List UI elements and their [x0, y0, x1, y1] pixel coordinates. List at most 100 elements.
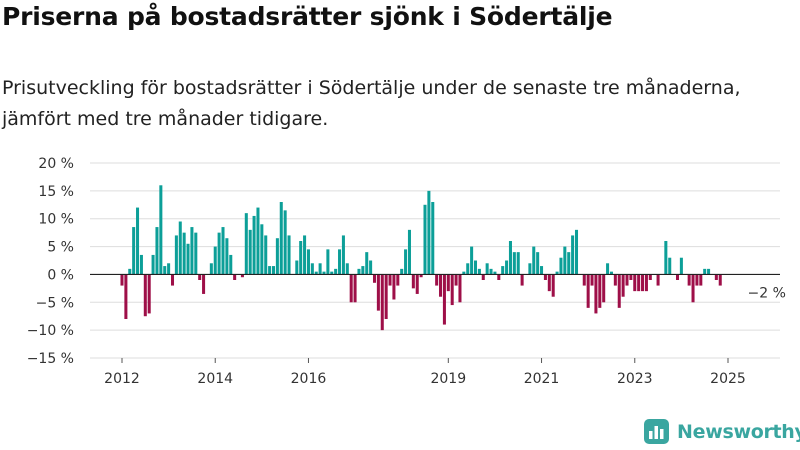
- bar: [132, 227, 136, 275]
- bar: [594, 274, 598, 314]
- bar: [656, 274, 660, 286]
- y-tick-label: −5 %: [36, 295, 74, 311]
- bar: [497, 274, 501, 280]
- bar: [547, 274, 551, 292]
- bar: [613, 274, 617, 286]
- bar: [427, 190, 431, 275]
- bar: [458, 274, 462, 303]
- bar: [559, 257, 563, 275]
- bar: [380, 274, 384, 331]
- x-tick-label: 2023: [617, 371, 653, 387]
- bar: [540, 266, 544, 275]
- bar: [341, 235, 345, 275]
- latest-value-annotation: −2 %: [748, 286, 786, 302]
- bar: [151, 254, 155, 275]
- bar: [415, 274, 419, 294]
- bar: [392, 274, 396, 300]
- bar: [617, 274, 621, 308]
- bar: [411, 274, 415, 289]
- bar: [423, 204, 427, 275]
- bar: [520, 274, 524, 286]
- bar: [326, 249, 330, 275]
- bar: [606, 263, 610, 275]
- bar: [551, 274, 555, 297]
- annotations: −2 %: [748, 286, 786, 302]
- bar: [384, 274, 388, 319]
- bar: [695, 274, 699, 286]
- bar: [213, 246, 217, 275]
- bar: [369, 260, 373, 275]
- bar: [602, 274, 606, 303]
- bar: [322, 271, 326, 275]
- bar: [532, 246, 536, 275]
- bar: [454, 274, 458, 286]
- bar: [306, 249, 310, 275]
- chart-subtitle: Prisutveckling för bostadsrätter i Söder…: [2, 77, 741, 130]
- x-tick-label: 2021: [524, 371, 560, 387]
- bar: [198, 274, 202, 280]
- bar: [299, 241, 303, 275]
- bar: [439, 274, 443, 297]
- newsworthy-brand: Newsworthy: [644, 419, 800, 444]
- bar: [543, 274, 547, 280]
- bar: [466, 263, 470, 275]
- bar: [501, 266, 505, 275]
- bar: [707, 268, 711, 275]
- bar: [621, 274, 625, 297]
- bar: [202, 274, 206, 294]
- bar: [260, 224, 264, 275]
- x-tick-label: 2019: [430, 371, 466, 387]
- bar: [691, 274, 695, 303]
- bar: [567, 252, 571, 275]
- y-tick-label: 20 %: [38, 156, 74, 172]
- bar: [571, 235, 575, 275]
- bar: [155, 227, 159, 275]
- bar: [287, 235, 291, 275]
- bar: [252, 215, 256, 275]
- bar: [699, 274, 703, 286]
- bar: [147, 274, 151, 314]
- bar: [194, 232, 198, 275]
- bar: [586, 274, 590, 308]
- bar: [388, 274, 392, 286]
- bar: [407, 229, 411, 275]
- bar: [644, 274, 648, 292]
- bar: [248, 229, 252, 275]
- bar: [349, 274, 353, 303]
- y-tick-label: 0 %: [47, 267, 74, 283]
- bar: [376, 274, 380, 311]
- bar: [563, 246, 567, 275]
- x-axis-labels: 2012 2014 2016 2019 2021 2023 2025: [104, 358, 746, 387]
- bar: [275, 238, 279, 275]
- bar: [446, 274, 450, 292]
- bar: [633, 274, 637, 292]
- bar: [396, 274, 400, 286]
- bar: [225, 238, 229, 275]
- bar: [590, 274, 594, 286]
- bar: [244, 213, 248, 275]
- bar-chart-logo-icon: [644, 419, 669, 444]
- bar: [170, 274, 175, 286]
- bar: [493, 271, 497, 275]
- x-tick-label: 2025: [710, 371, 746, 387]
- bar: [229, 254, 233, 275]
- bar: [419, 274, 423, 278]
- bar: [718, 274, 722, 286]
- bar: [353, 274, 357, 303]
- bar: [703, 268, 707, 275]
- bar: [582, 274, 586, 286]
- y-tick-label: 10 %: [38, 212, 74, 228]
- bar: [668, 257, 672, 275]
- bar: [209, 263, 213, 275]
- bar: [481, 274, 485, 280]
- bar: [268, 266, 272, 275]
- bar: [648, 274, 652, 280]
- bar: [159, 185, 163, 275]
- bar: [485, 263, 489, 275]
- bar: [314, 271, 318, 275]
- bar: [338, 249, 342, 275]
- bar-chart: 20 %15 %10 %5 %0 %−5 %−10 %−15 % 2012 201…: [27, 156, 786, 387]
- bar: [190, 227, 194, 275]
- bar: [629, 274, 633, 280]
- bar: [477, 268, 481, 275]
